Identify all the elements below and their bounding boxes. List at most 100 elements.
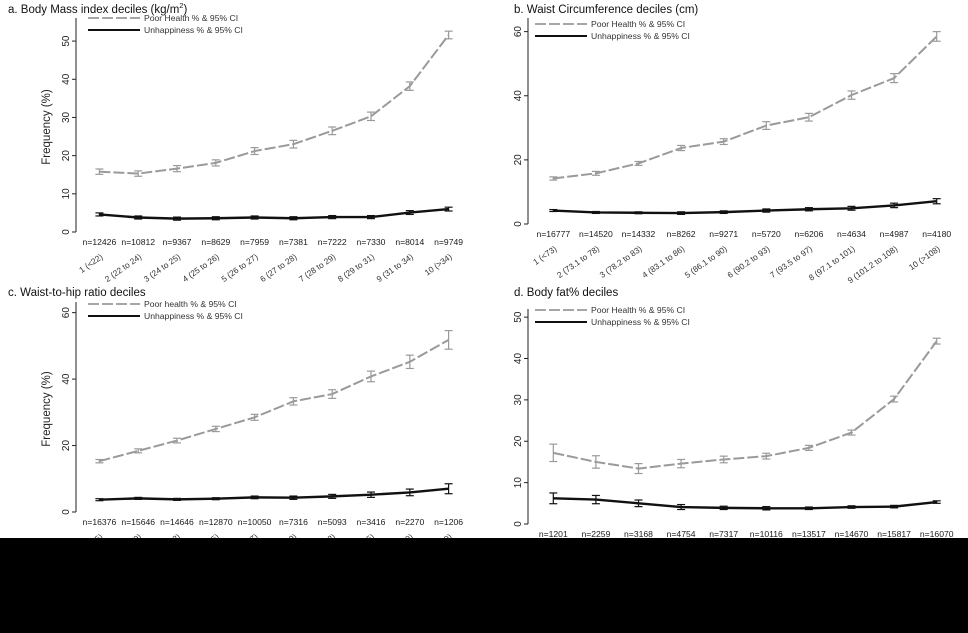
n-label: n=10116 — [750, 529, 783, 539]
n-label: n=3168 — [624, 529, 653, 539]
unhappiness-ci-bar — [134, 215, 143, 220]
n-label: n=7316 — [279, 517, 308, 527]
x-tick-label: 1 (<22) — [77, 251, 105, 275]
poor-health-ci-bar — [762, 121, 771, 131]
unhappiness-ci-bar — [444, 206, 453, 212]
unhappiness-line — [99, 487, 449, 501]
poor-health-ci-bar — [634, 160, 643, 166]
unhappiness-ci-bar — [95, 498, 104, 502]
n-label: n=14670 — [835, 529, 869, 539]
n-label: n=4754 — [667, 529, 696, 539]
y-tick-label: 50 — [61, 35, 72, 47]
unhappiness-ci-bar — [847, 505, 856, 509]
y-tick-label: 60 — [513, 26, 524, 38]
unhappiness-line — [99, 207, 449, 220]
unhappiness-ci-bar — [173, 497, 181, 501]
n-label: n=2259 — [581, 529, 610, 539]
poor-health-ci-bar — [719, 138, 728, 146]
n-label: n=7317 — [709, 529, 738, 539]
x-tick-label: 4 (25 to 26) — [180, 251, 221, 284]
poor-health-line — [99, 34, 450, 175]
y-tick-label: 30 — [61, 111, 72, 123]
panel-title: b. Waist Circumference deciles (cm) — [514, 4, 698, 16]
panel-title: d. Body fat% deciles — [514, 287, 618, 299]
panel-b: b. Waist Circumference deciles (cm) 0 20 40… — [513, 4, 951, 285]
poor-health-ci-bar — [173, 164, 181, 173]
poor-health-ci-bar — [444, 30, 453, 40]
unhappiness-ci-bar — [634, 211, 643, 215]
unhappiness-ci-bar — [211, 497, 220, 501]
unhappiness-ci-bar — [762, 208, 771, 213]
y-axis-label: Frequency (%) — [41, 89, 53, 165]
poor-health-ci-bar — [289, 397, 298, 406]
unhappiness-line — [553, 200, 937, 215]
unhappiness-ci-bar — [328, 493, 337, 499]
unhappiness-ci-bar — [677, 503, 686, 511]
unhappiness-ci-bar — [367, 214, 375, 220]
unhappiness-ci-bar — [328, 214, 337, 220]
poor-health-ci-bar — [250, 147, 259, 156]
y-tick-label: 20 — [513, 154, 524, 166]
n-label: n=15817 — [877, 529, 911, 539]
y-tick-label: 0 — [61, 509, 72, 515]
panel-c: c. Waist-to-hip ratio deciles 0 20 40 60 Freq… — [8, 287, 463, 572]
n-label: n=9749 — [434, 237, 463, 247]
n-label: n=4634 — [837, 229, 866, 239]
unhappiness-ci-bar — [134, 496, 143, 500]
y-tick-label: 60 — [61, 307, 72, 319]
n-label: n=1206 — [434, 517, 463, 527]
poor-health-ci-bar — [328, 126, 337, 136]
unhappiness-ci-bar — [890, 202, 899, 209]
poor-health-line — [99, 339, 450, 463]
legend-poor-health-label: Poor Health % & 95% CI — [591, 305, 685, 315]
poor-health-ci-bar — [804, 444, 813, 451]
poor-health-ci-bar — [250, 413, 259, 421]
unhappiness-ci-bar — [591, 494, 600, 505]
x-tick-label: 2 (73.1 to 78) — [555, 243, 601, 280]
poor-health-ci-bar — [289, 139, 298, 149]
x-tick-label: 3 (78.2 to 83) — [597, 243, 643, 280]
unhappiness-ci-bar — [932, 198, 941, 205]
x-tick-label: 8 (29 to 31) — [336, 251, 377, 284]
unhappiness-ci-bar — [211, 216, 220, 221]
n-label: n=14520 — [579, 229, 613, 239]
x-tick-label: 9 (31 to 34) — [374, 251, 415, 284]
poor-health-ci-bar — [804, 112, 813, 122]
x-tick-label: 6 (27 to 28) — [258, 251, 299, 284]
y-tick-label: 30 — [513, 394, 524, 406]
n-label: n=16070 — [920, 529, 954, 539]
n-label: n=6206 — [794, 229, 823, 239]
unhappiness-ci-bar — [719, 210, 728, 215]
poor-health-ci-bar — [762, 452, 771, 460]
unhappiness-ci-bar — [289, 495, 298, 500]
poor-health-ci-bar — [890, 73, 899, 84]
n-label: n=10050 — [238, 517, 272, 527]
n-label: n=7222 — [318, 237, 347, 247]
n-label: n=5093 — [318, 517, 347, 527]
unhappiness-line — [553, 497, 937, 510]
n-label: n=7959 — [240, 237, 269, 247]
n-label: n=8262 — [667, 229, 696, 239]
redaction-band — [0, 538, 968, 633]
unhappiness-ci-bar — [250, 215, 259, 220]
panel-title: c. Waist-to-hip ratio deciles — [8, 287, 146, 299]
poor-health-ci-bar — [549, 443, 558, 463]
unhappiness-ci-bar — [95, 212, 104, 217]
unhappiness-ci-bar — [677, 211, 686, 215]
x-tick-label: 5 (86.1 to 90) — [683, 243, 729, 280]
poor-health-ci-bar — [367, 111, 375, 122]
legend-unhappiness-label: Unhappiness % & 95% CI — [144, 311, 243, 321]
poor-health-ci-bar — [173, 437, 181, 444]
x-tick-label: 10 (>108) — [907, 243, 942, 272]
unhappiness-ci-bar — [762, 506, 771, 511]
poor-health-ci-bar — [134, 448, 143, 454]
panel-a: a. Body Mass index deciles (kg/m2) 0 10 20 3… — [8, 1, 463, 284]
y-tick-label: 40 — [61, 373, 72, 385]
y-tick-label: 40 — [513, 90, 524, 102]
n-label: n=12426 — [83, 237, 117, 247]
poor-health-ci-bar — [847, 90, 856, 100]
y-tick-label: 40 — [61, 73, 72, 85]
y-tick-label: 0 — [513, 521, 524, 527]
poor-health-ci-bar — [95, 168, 104, 175]
poor-health-line — [553, 35, 938, 180]
